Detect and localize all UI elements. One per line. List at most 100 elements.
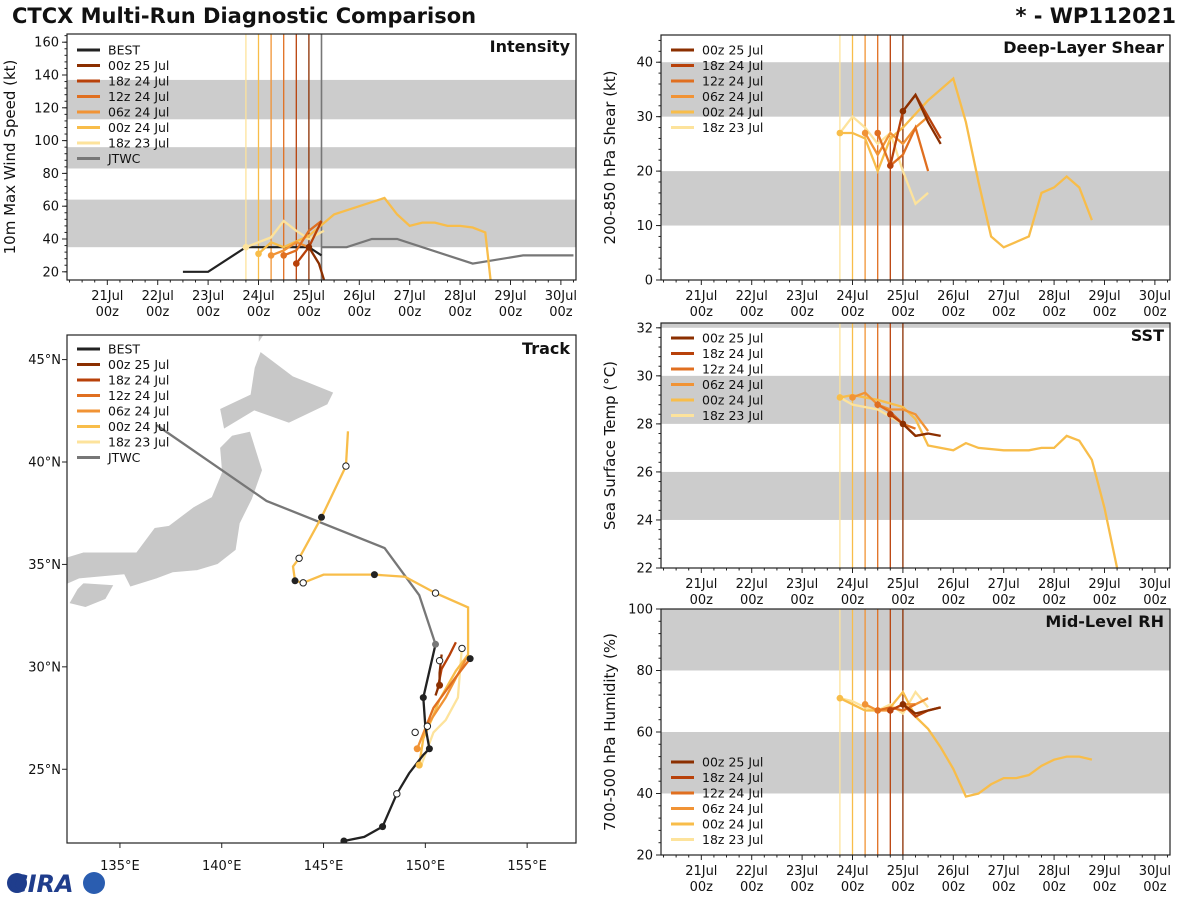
x-tick-sublabel: 00z [841, 305, 865, 320]
legend-label: 18z 23 Jul [702, 408, 763, 423]
track-position-marker [413, 745, 421, 753]
y-tick-label: 60 [636, 726, 653, 741]
x-tick-sublabel: 00z [942, 305, 966, 320]
track-open-marker [299, 579, 307, 587]
legend-label: 00z 24 Jul [702, 817, 763, 832]
x-tick-label: 22Jul [736, 864, 768, 879]
x-tick-label: 27Jul [988, 289, 1020, 304]
shaded-band [661, 62, 1170, 117]
x-tick-label: 28Jul [1038, 864, 1070, 879]
x-tick-label: 22Jul [736, 577, 768, 592]
y-tick-label: 40 [636, 787, 653, 802]
x-tick-label: 28Jul [1038, 289, 1070, 304]
run-series-line [902, 703, 941, 715]
x-tick-sublabel: 00z [790, 305, 814, 320]
x-tick-sublabel: 00z [297, 305, 321, 320]
lon-tick-label: 145°E [304, 859, 344, 874]
run-series-line [270, 240, 310, 257]
x-tick-label: 24Jul [836, 289, 868, 304]
x-tick-label: 24Jul [242, 289, 274, 304]
run-series-line [839, 393, 1119, 568]
x-tick-sublabel: 00z [690, 593, 714, 608]
x-tick-sublabel: 00z [690, 880, 714, 895]
legend-label: 18z 24 Jul [702, 770, 763, 785]
legend-label: 12z 24 Jul [702, 74, 763, 89]
shaded-band [661, 732, 1170, 794]
init-point-marker [874, 401, 882, 408]
x-tick-label: 23Jul [786, 864, 818, 879]
land-polygon [67, 430, 263, 588]
x-tick-sublabel: 00z [247, 305, 271, 320]
lat-tick-label: 35°N [28, 558, 61, 573]
x-tick-label: 26Jul [937, 289, 969, 304]
x-tick-sublabel: 00z [790, 880, 814, 895]
legend-label: 12z 24 Jul [108, 89, 169, 104]
track-open-marker [431, 589, 440, 597]
x-tick-label: 25Jul [293, 289, 325, 304]
legend-label: BEST [108, 43, 140, 58]
legend-label: 00z 24 Jul [702, 105, 763, 120]
x-tick-label: 23Jul [786, 577, 818, 592]
x-tick-sublabel: 00z [348, 305, 372, 320]
x-tick-label: 23Jul [192, 289, 224, 304]
legend-label: 06z 24 Jul [702, 801, 763, 816]
lat-tick-label: 40°N [28, 456, 61, 471]
shaded-band [661, 609, 1170, 671]
y-tick-label: 28 [636, 417, 653, 432]
x-tick-sublabel: 00z [891, 305, 915, 320]
y-tick-label: 20 [636, 165, 653, 180]
lat-tick-label: 25°N [28, 763, 61, 778]
y-tick-label: 32 [636, 321, 653, 336]
legend-label: 00z 24 Jul [702, 393, 763, 408]
init-point-marker [280, 252, 288, 259]
x-tick-label: 22Jul [142, 289, 174, 304]
panel-shear: 01020304021Jul00z22Jul00z23Jul00z24Jul00… [601, 34, 1171, 320]
legend-label: 18z 23 Jul [108, 136, 169, 151]
x-tick-label: 24Jul [836, 577, 868, 592]
lon-tick-label: 150°E [406, 859, 446, 874]
x-tick-sublabel: 00z [740, 593, 764, 608]
lat-tick-label: 30°N [28, 660, 61, 675]
init-point-marker [849, 394, 856, 401]
track-position-marker [425, 745, 433, 753]
x-tick-sublabel: 00z [1143, 305, 1167, 320]
y-tick-label: 0 [645, 274, 653, 289]
x-tick-label: 25Jul [887, 289, 919, 304]
track-open-marker [393, 790, 401, 798]
y-axis-label: 10m Max Wind Speed (kt) [1, 60, 19, 255]
x-tick-sublabel: 00z [1143, 593, 1167, 608]
legend-label: 12z 24 Jul [702, 362, 763, 377]
legend-label: 06z 24 Jul [108, 105, 169, 120]
y-tick-label: 100 [34, 134, 59, 149]
y-tick-label: 60 [42, 200, 59, 215]
init-point-marker [899, 107, 907, 115]
x-tick-label: 26Jul [343, 289, 375, 304]
y-axis-label: 200-850 hPa Shear (kt) [601, 71, 619, 245]
legend-label: 00z 25 Jul [702, 331, 763, 346]
x-tick-label: 27Jul [394, 289, 426, 304]
shaded-band [661, 323, 1170, 328]
x-tick-label: 29Jul [494, 289, 526, 304]
panel-title: SST [1131, 326, 1164, 345]
x-tick-label: 28Jul [1038, 577, 1070, 592]
legend-label: 00z 25 Jul [702, 755, 763, 770]
init-point-marker [836, 129, 844, 137]
legend-label: 00z 25 Jul [108, 357, 169, 372]
lon-tick-label: 135°E [100, 859, 140, 874]
x-tick-sublabel: 00z [740, 880, 764, 895]
x-tick-sublabel: 00z [1042, 880, 1066, 895]
land-polygon [219, 350, 335, 430]
x-tick-label: 21Jul [91, 289, 123, 304]
track-open-marker [411, 728, 419, 737]
legend-label: 12z 24 Jul [702, 786, 763, 801]
run-series-line [283, 220, 323, 257]
panel-track: 135°E 140°E 145°E 150°E 155°E 25°N 30°N 35°N 40°… [28, 334, 577, 874]
land-polygon [68, 582, 115, 608]
init-point-marker [305, 243, 313, 251]
init-point-marker [887, 707, 894, 714]
y-tick-label: 100 [628, 603, 653, 618]
run-series-line [902, 423, 941, 438]
plot-area [661, 609, 1170, 855]
plot-area [661, 35, 1170, 280]
run-track-line [424, 657, 472, 729]
